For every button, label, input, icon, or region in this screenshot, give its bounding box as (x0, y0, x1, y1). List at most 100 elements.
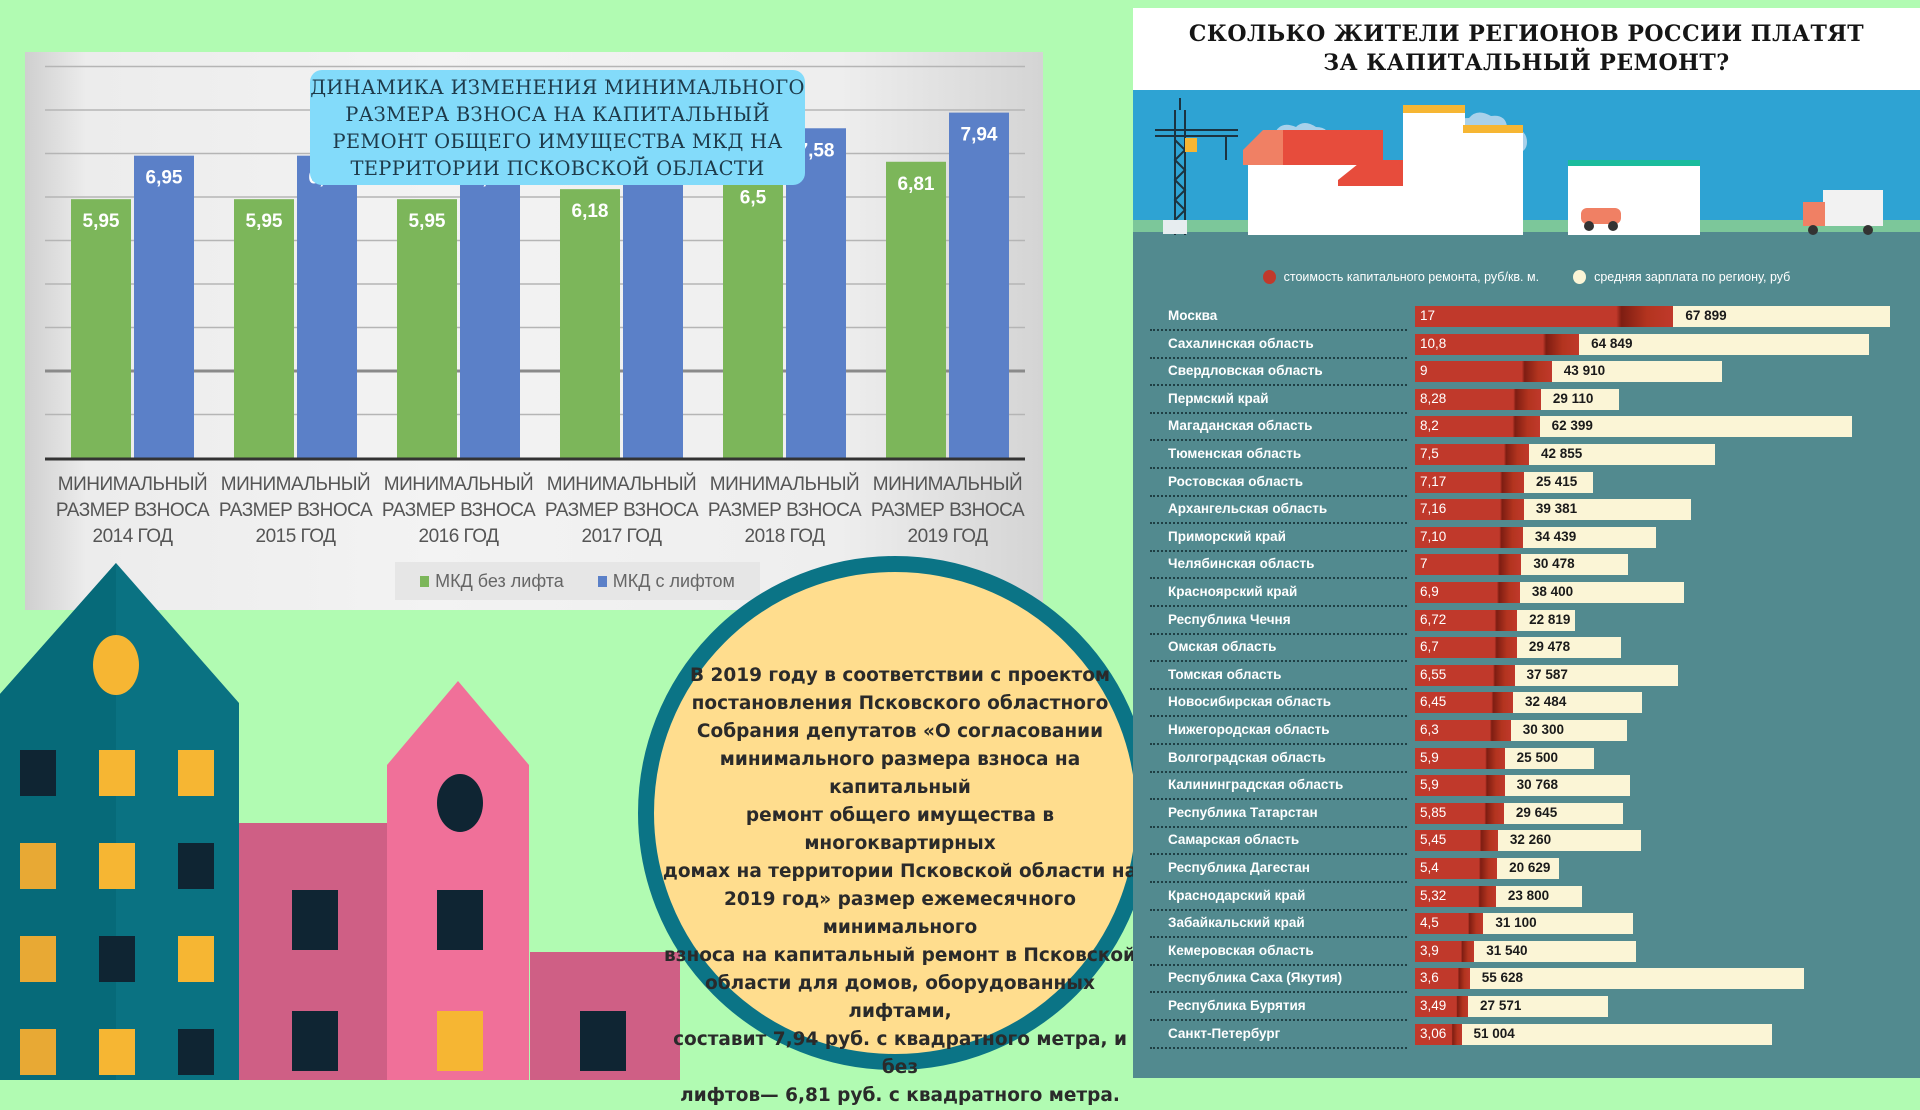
repair-cost-value: 7,16 (1420, 501, 1447, 517)
category-label: РАЗМЕР ВЗНОСА (545, 500, 699, 521)
category-label: МИНИМАЛЬНЫЙ (384, 473, 533, 495)
salary-value: 27 571 (1480, 998, 1522, 1013)
bar-value-label: 7,94 (961, 125, 998, 146)
salary-value: 30 478 (1533, 556, 1575, 572)
infographic-title-line: ЗА КАПИТАЛЬНЫЙ РЕМОНТ? (1323, 50, 1730, 76)
region-name: Республика Саха (Якутия) (1168, 970, 1343, 986)
repair-cost-value: 9 (1420, 363, 1428, 379)
region-rows: Москва 17 67 899 Сахалинская область 10,8 64 … (1133, 8, 1920, 1078)
repair-cost-value: 5,9 (1420, 777, 1439, 793)
teal-house-icon (0, 563, 239, 1080)
dotted-leader (1150, 687, 1407, 690)
salary-value: 30 300 (1522, 722, 1565, 737)
repair-cost-bar (1415, 526, 1523, 548)
bar-value-label: 5,95 (246, 211, 283, 232)
region-name: Забайкальский край (1168, 915, 1305, 931)
salary-bar (1415, 968, 1805, 990)
dotted-leader (1150, 467, 1407, 469)
legend-item-no-lift: МКД без лифта (420, 571, 564, 592)
bar-with-lift (134, 155, 194, 459)
legend-swatch-blue (597, 575, 607, 587)
dotted-leader (1150, 825, 1407, 828)
dotted-leader (1150, 770, 1407, 773)
regions-infographic: СКОЛЬКО ЖИТЕЛИ РЕГИОНОВ РОССИИ ПЛАТЯТ ЗА… (1133, 8, 1920, 1078)
region-name: Сахалинская область (1168, 335, 1314, 351)
dotted-leader (1150, 798, 1407, 801)
repair-cost-value: 6,7 (1420, 639, 1439, 655)
repair-cost-bar (1415, 720, 1511, 741)
dotted-leader (1150, 660, 1407, 663)
dotted-leader (1150, 743, 1407, 745)
infographic-title-line: СКОЛЬКО ЖИТЕЛИ РЕГИОНОВ РОССИИ ПЛАТЯТ (1188, 21, 1865, 47)
repair-cost-value: 3,06 (1420, 1025, 1447, 1041)
bar-value-label: 7,58 (798, 140, 835, 161)
car-icon (1581, 208, 1621, 231)
region-name: Республика Дагестан (1168, 860, 1310, 875)
repair-cost-bar (1415, 775, 1505, 797)
repair-cost-bar (1415, 858, 1498, 879)
info-line: 2019 год» размер ежемесячного минимально… (723, 889, 1077, 938)
dotted-leader (1150, 853, 1407, 856)
salary-value: 25 415 (1535, 473, 1578, 489)
dotted-leader (1150, 908, 1407, 911)
category-label: МИНИМАЛЬНЫЙ (547, 473, 696, 495)
city-skyline-illustration (1133, 90, 1920, 255)
repair-cost-value: 6,72 (1420, 611, 1447, 627)
dotted-leader (1150, 577, 1407, 580)
region-name: Тюменская область (1168, 446, 1302, 461)
repair-cost-bar (1415, 609, 1518, 631)
dotted-leader (1150, 329, 1407, 331)
legend-label: стоимость капитального ремонта, руб/кв. … (1283, 270, 1540, 284)
info-line: ремонт общего имущества в многоквартирны… (745, 805, 1055, 854)
repair-cost-bar (1415, 940, 1475, 962)
chart-legend: МКД без лифта МКД с лифтом (395, 562, 760, 600)
repair-cost-value: 8,28 (1420, 390, 1447, 406)
bar-value-label: 6,18 (572, 201, 609, 222)
region-name: Кемеровская область (1168, 942, 1314, 958)
region-name: Краснодарский край (1168, 887, 1306, 903)
bar-no-lift (71, 199, 131, 459)
bar-no-lift (560, 189, 620, 459)
category-label: МИНИМАЛЬНЫЙ (221, 473, 370, 495)
bar-value-label: 5,95 (409, 211, 446, 232)
info-line: В 2019 году в соответствии с проектом (689, 665, 1111, 686)
salary-value: 29 478 (1528, 639, 1571, 655)
repair-cost-bar (1415, 830, 1498, 852)
bar-with-lift (949, 112, 1009, 459)
region-name: Республика Чечня (1168, 611, 1291, 627)
repair-cost-bar (1415, 582, 1520, 603)
bar-chart-canvas: 5,95 6,95 МИНИМАЛЬНЫЙ РАЗМЕР ВЗНОСА 2014 ГОД… (45, 65, 1025, 547)
category-label: 2019 ГОД (908, 526, 989, 547)
salary-bar (1415, 1023, 1773, 1045)
salary-value: 51 004 (1473, 1025, 1515, 1041)
salary-value: 62 399 (1551, 418, 1593, 434)
repair-cost-bar (1415, 388, 1541, 410)
info-paragraph: В 2019 году в соответствии с проектом по… (655, 662, 1145, 1110)
region-name: Архангельская область (1168, 501, 1328, 517)
repair-cost-bar (1415, 913, 1484, 935)
info-line: постановления Псковского областного (691, 693, 1109, 714)
crane-icon (1155, 98, 1238, 235)
bar-value-label: 5,95 (83, 211, 120, 232)
dotted-leader (1150, 549, 1407, 552)
legend-swatch-green (420, 575, 430, 587)
decorative-buildings-illustration (0, 563, 680, 1080)
region-name: Самарская область (1168, 832, 1300, 848)
region-name: Республика Бурятия (1168, 998, 1306, 1013)
salary-value: 20 629 (1509, 860, 1551, 875)
pskov-contribution-chart: 5,95 6,95 МИНИМАЛЬНЫЙ РАЗМЕР ВЗНОСА 2014 ГОД… (25, 52, 1043, 610)
salary-value: 32 484 (1525, 694, 1567, 710)
category-label: РАЗМЕР ВЗНОСА (56, 500, 210, 521)
repair-cost-bar (1415, 416, 1540, 438)
repair-cost-value: 5,9 (1420, 749, 1439, 765)
dotted-leader (1150, 1046, 1407, 1049)
repair-cost-bar (1415, 361, 1552, 383)
category-label: 2015 ГОД (256, 526, 337, 547)
apartment-building-icon (1243, 105, 1700, 235)
repair-cost-bar (1415, 471, 1524, 493)
repair-cost-bar (1415, 554, 1522, 576)
legend-dot-cream (1573, 270, 1587, 284)
repair-cost-bar (1415, 1023, 1462, 1045)
dotted-leader (1150, 991, 1407, 994)
region-name: Пермский край (1168, 390, 1269, 406)
